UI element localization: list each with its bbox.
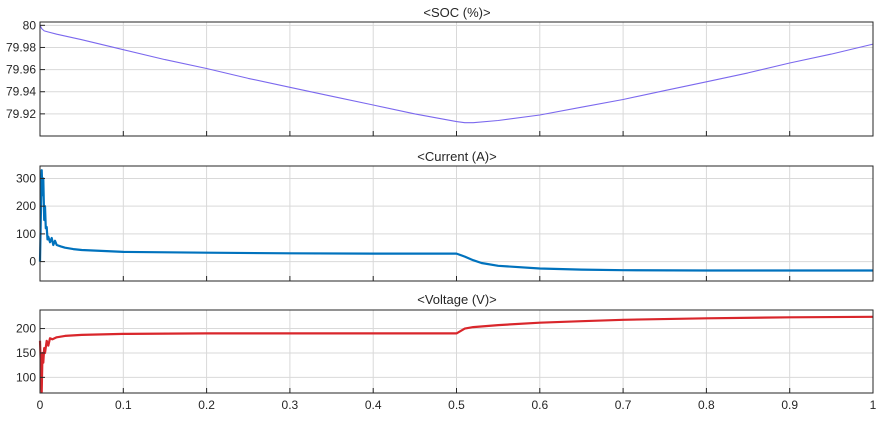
voltage-x-tick-label: 0.3 — [282, 398, 299, 412]
current-y-tick-label: 300 — [16, 171, 36, 185]
voltage-series-line — [38, 315, 874, 394]
soc-y-tick-label: 79.94 — [6, 85, 36, 99]
soc-y-tick-label: 79.96 — [6, 63, 36, 77]
soc-y-tick-label: 79.98 — [6, 40, 36, 54]
soc-series-line — [39, 25, 874, 124]
voltage-y-tick-label: 100 — [16, 370, 36, 384]
current-y-tick-label: 0 — [29, 255, 36, 269]
voltage-x-tick-label: 0.2 — [198, 398, 215, 412]
voltage-subplot-title: <Voltage (V)> — [417, 292, 497, 307]
voltage-x-tick-label: 0 — [37, 398, 44, 412]
soc-y-tick-label: 80 — [23, 18, 37, 32]
soc-subplot: <SOC (%)> 80 79.98 79.96 79.94 79.92 — [6, 5, 874, 137]
voltage-x-tick-label: 0.8 — [698, 398, 715, 412]
voltage-x-tick-label: 0.4 — [365, 398, 382, 412]
current-y-tick-label: 100 — [16, 227, 36, 241]
soc-y-tick-label: 79.92 — [6, 107, 36, 121]
voltage-x-tick-label: 0.6 — [531, 398, 548, 412]
voltage-x-tick-label: 1 — [870, 398, 877, 412]
soc-subplot-title: <SOC (%)> — [423, 5, 490, 20]
voltage-x-tick-label: 0.9 — [781, 398, 798, 412]
voltage-x-tick-label: 0.1 — [115, 398, 132, 412]
voltage-x-tick-label: 0.5 — [448, 398, 465, 412]
voltage-y-tick-label: 150 — [16, 346, 36, 360]
current-subplot: <Current (A)> 300 200 100 0 — [16, 149, 874, 282]
current-series-line — [38, 169, 873, 272]
voltage-x-tick-label: 0.7 — [615, 398, 632, 412]
current-y-tick-label: 200 — [16, 199, 36, 213]
current-subplot-title: <Current (A)> — [417, 149, 496, 164]
voltage-y-tick-label: 200 — [16, 322, 36, 336]
